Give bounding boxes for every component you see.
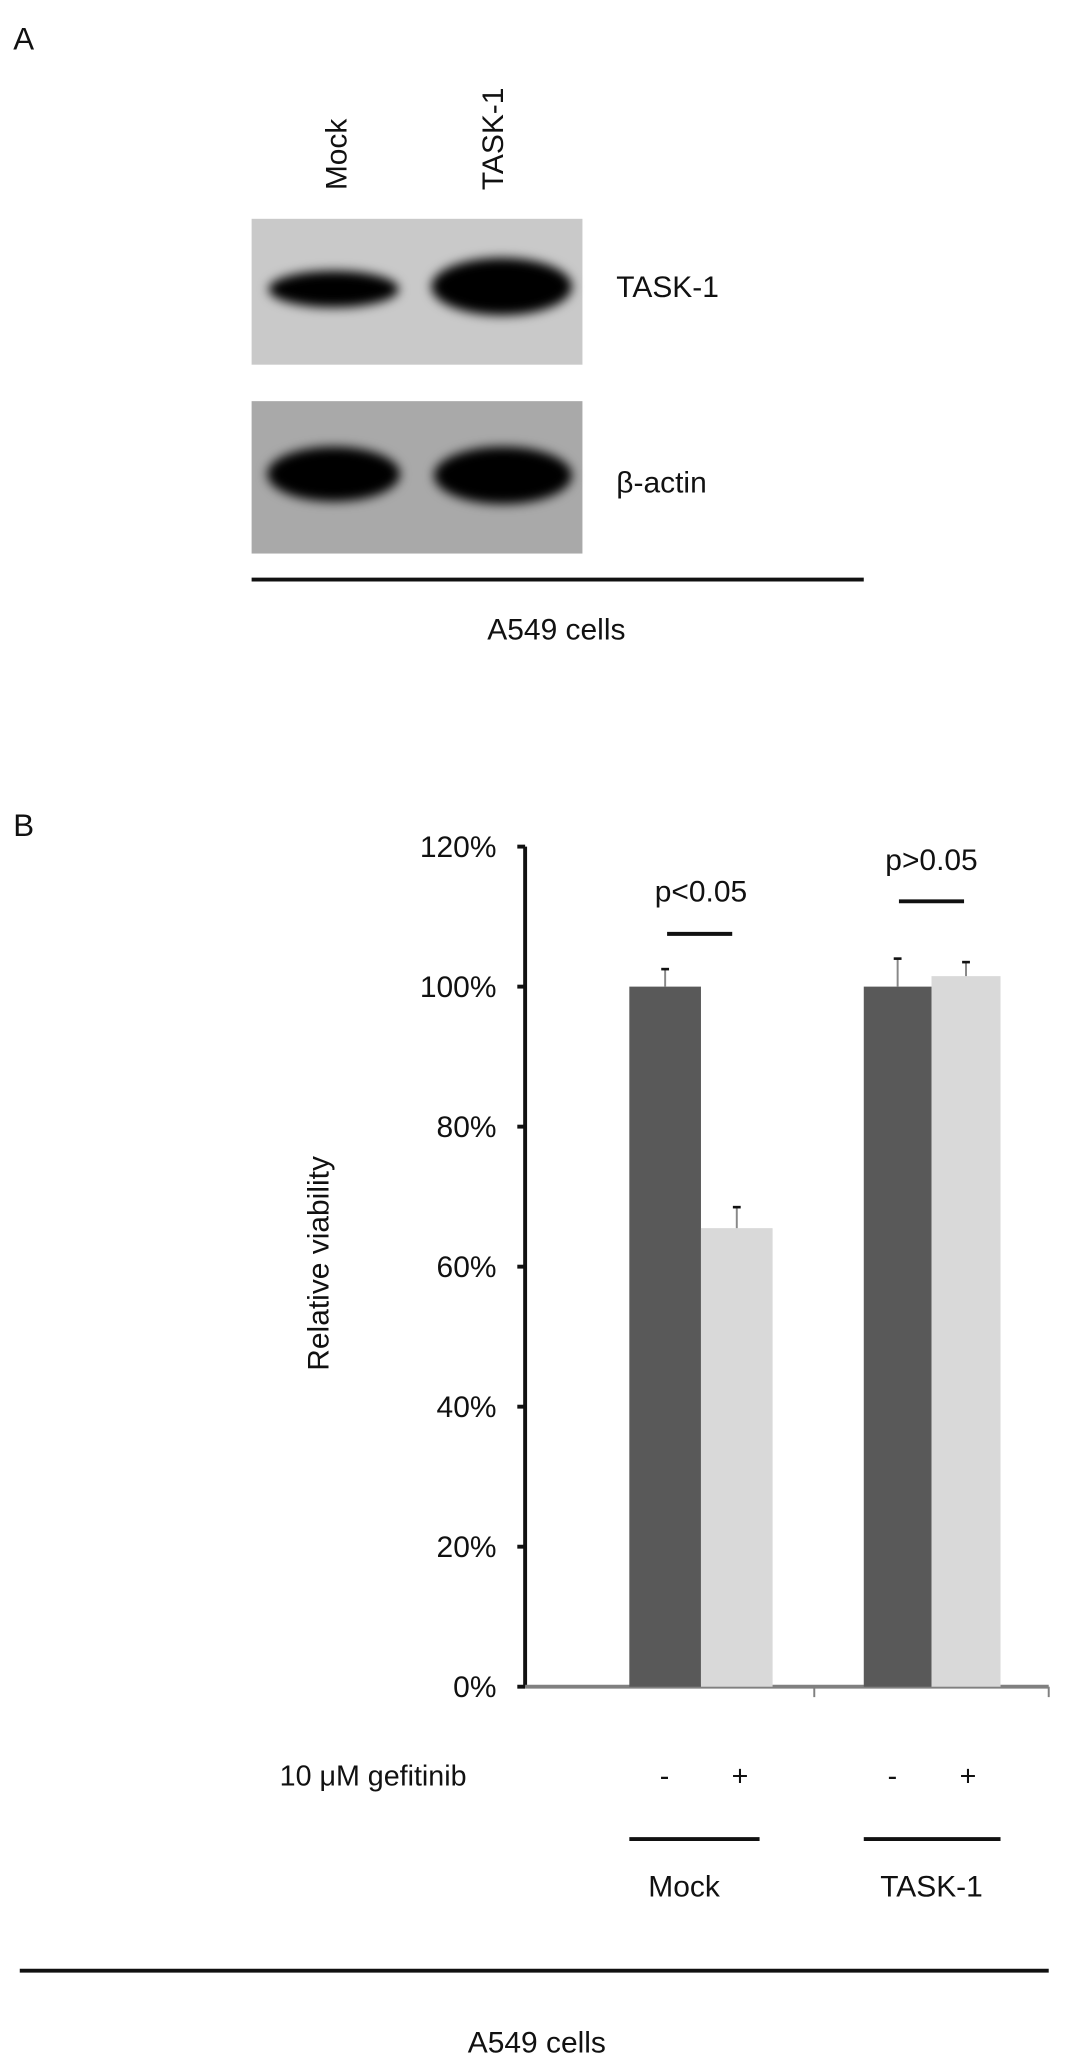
- cell-line-label-a: A549 cells: [487, 614, 625, 647]
- band-mock-actin: [267, 446, 401, 502]
- band-task1-actin: [433, 446, 573, 505]
- treatment-sign: -: [660, 1761, 670, 1793]
- lane-label-mock: Mock: [321, 118, 354, 191]
- significance-task1: p>0.05: [885, 844, 978, 904]
- y-tick-label: 40%: [437, 1391, 497, 1424]
- y-tick-label: 0%: [453, 1671, 496, 1704]
- band-mock-task1: [268, 270, 399, 308]
- y-tick-label: 20%: [437, 1531, 497, 1564]
- cell-line-label-b: A549 cells: [468, 2027, 606, 2054]
- bar: [931, 976, 1001, 1687]
- bar: [863, 986, 932, 1687]
- bars: [629, 957, 1001, 1687]
- y-tick-label: 80%: [437, 1111, 497, 1144]
- treatment-label: 10 μM gefitinib: [280, 1761, 467, 1793]
- y-tick-label: 120%: [420, 831, 497, 864]
- blot-task1: [251, 218, 583, 365]
- bar: [700, 1228, 773, 1687]
- significance-label-task1: p>0.05: [885, 844, 977, 877]
- group-label-mock: Mock: [648, 1870, 721, 1903]
- panel-b-label: B: [13, 808, 34, 843]
- significance-label-mock: p<0.05: [655, 875, 747, 908]
- blot-label-task1: TASK-1: [616, 271, 719, 304]
- y-axis: 0% 20% 40% 60% 80% 100% 120%: [420, 831, 1050, 1704]
- treatment-sign: -: [888, 1761, 898, 1793]
- y-tick-label: 100%: [420, 971, 497, 1004]
- bar: [629, 986, 701, 1687]
- panel-a-label: A: [13, 21, 34, 56]
- lane-label-task1: TASK-1: [477, 88, 510, 191]
- blot-label-actin: β-actin: [616, 466, 706, 499]
- y-tick-label: 60%: [437, 1251, 497, 1284]
- treatment-sign: +: [732, 1761, 749, 1793]
- band-task1-task1: [431, 257, 573, 316]
- y-axis-label: Relative viability: [302, 1156, 335, 1371]
- treatment-sign: +: [960, 1761, 977, 1793]
- group-label-task1: TASK-1: [880, 1870, 983, 1903]
- significance-mock: p<0.05: [655, 875, 747, 936]
- blot-beta-actin: [251, 401, 583, 554]
